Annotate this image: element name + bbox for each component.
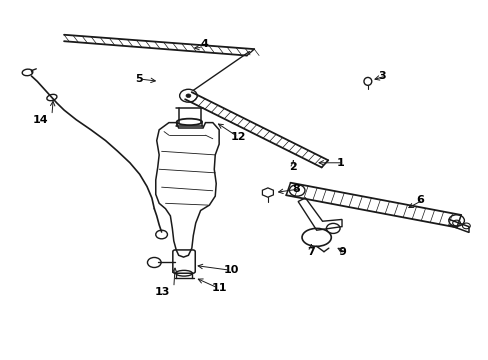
Text: 7: 7 [307,247,315,257]
Text: 8: 8 [292,184,300,194]
Circle shape [185,94,190,98]
Text: 4: 4 [200,40,208,49]
Text: 3: 3 [378,71,386,81]
Text: 9: 9 [337,247,346,257]
Text: 13: 13 [155,287,170,297]
Text: 5: 5 [135,74,142,84]
Text: 12: 12 [230,132,246,142]
Text: 6: 6 [415,195,423,205]
Text: 1: 1 [336,158,344,168]
Text: 2: 2 [289,162,297,172]
Text: 10: 10 [224,265,239,275]
Text: 14: 14 [33,115,48,125]
Text: 11: 11 [211,283,226,293]
